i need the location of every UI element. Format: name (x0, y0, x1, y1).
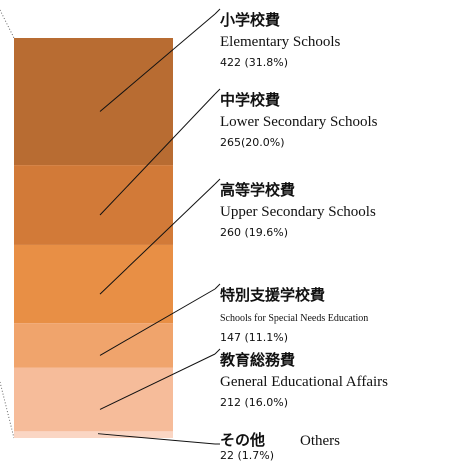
value-label: 265(20.0%) (220, 136, 285, 149)
bar-segment (14, 165, 173, 245)
leader-line (97, 433, 216, 445)
leader-line (99, 353, 216, 410)
leader-line (99, 288, 216, 356)
bar-segment (14, 244, 173, 324)
english-label: General Educational Affairs (220, 374, 388, 390)
bar-segment (14, 367, 173, 432)
leader-line (214, 8, 221, 15)
english-label: Others (300, 433, 340, 449)
category-label: 教育総務費 (219, 351, 295, 369)
category-label: 高等学校費 (220, 181, 295, 199)
value-label: 22 (1.7%) (220, 449, 274, 462)
bar-segment (14, 431, 173, 438)
value-label: 422 (31.8%) (220, 56, 288, 69)
value-label: 260 (19.6%) (220, 226, 288, 239)
leader-line (214, 348, 221, 355)
leader-line (214, 88, 221, 95)
leader-line (214, 283, 221, 290)
value-label: 147 (11.1%) (220, 331, 288, 344)
value-label: 212 (16.0%) (220, 396, 288, 409)
leader-line (99, 13, 216, 112)
bar-segment (14, 323, 173, 368)
leader-line (214, 178, 221, 185)
category-label: その他 (220, 431, 265, 449)
leader-line (99, 93, 216, 216)
category-label: 小学校費 (220, 11, 280, 29)
connector (0, 9, 15, 39)
english-label: Schools for Special Needs Education (220, 313, 368, 324)
category-label: 特別支援学校費 (220, 286, 325, 304)
english-label: Upper Secondary Schools (220, 204, 376, 220)
english-label: Lower Secondary Schools (220, 114, 378, 130)
connector (0, 381, 15, 439)
english-label: Elementary Schools (220, 34, 341, 50)
leader-line (99, 183, 216, 295)
category-label: 中学校費 (220, 91, 280, 109)
bar-segment (14, 38, 173, 166)
